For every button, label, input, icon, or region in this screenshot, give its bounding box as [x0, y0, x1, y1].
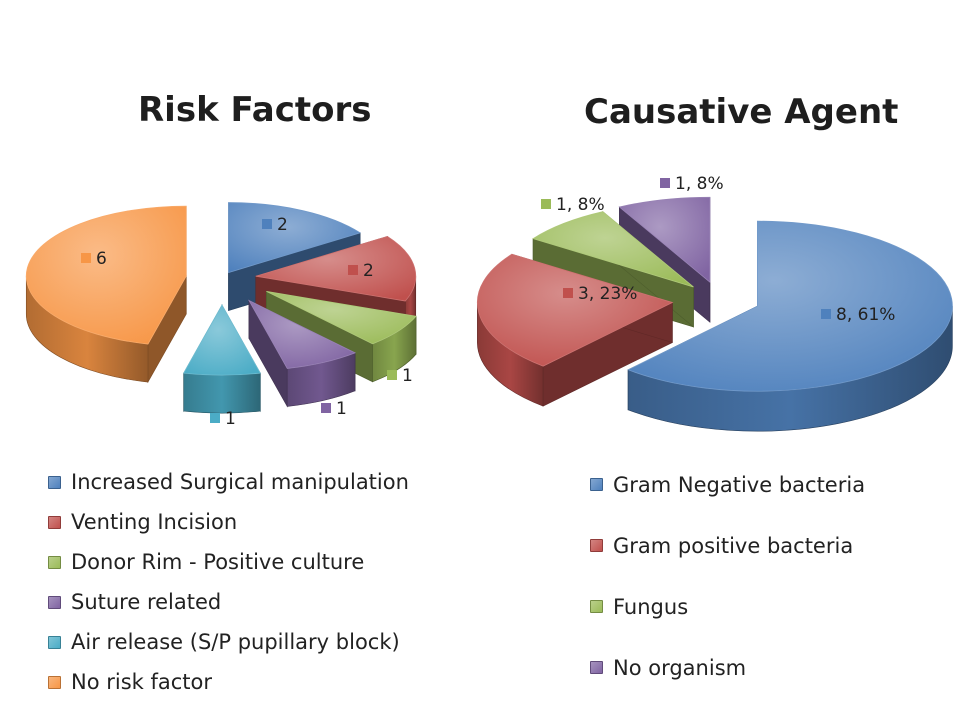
legend-label: No risk factor [71, 670, 213, 694]
causative-agent-pie: 8, 61% 3, 23% 1, 8% 1, 8% [477, 174, 953, 432]
data-label: 8, 61% [836, 305, 895, 325]
legend-label: Air release (S/P pupillary block) [71, 630, 400, 654]
pie-slice [247, 299, 357, 408]
legend-swatch [590, 478, 603, 491]
legend-item: Donor Rim - Positive culture [48, 542, 409, 582]
legend-swatch [48, 555, 61, 569]
data-label-marker [210, 413, 220, 423]
risk-factors-title: Risk Factors [138, 90, 372, 130]
legend-swatch [48, 595, 61, 609]
pie-slice [477, 253, 674, 407]
data-label: 1, 8% [675, 174, 724, 194]
legend-label: No organism [613, 655, 747, 680]
data-label: 3, 23% [578, 284, 637, 304]
legend-item: Suture related [48, 582, 409, 622]
data-label: 2 [277, 215, 288, 235]
legend-item: Fungus [590, 576, 865, 637]
causative-agent-title: Causative Agent [584, 92, 899, 132]
pie-slice [627, 220, 953, 432]
legend-label: Venting Incision [71, 510, 238, 534]
data-label: 1, 8% [556, 195, 605, 215]
data-label: 1 [225, 409, 236, 429]
legend-item: No risk factor [48, 662, 409, 702]
legend-label: Increased Surgical manipulation [71, 470, 409, 494]
data-label-marker [821, 309, 831, 319]
data-label-marker [563, 288, 573, 298]
legend-swatch [48, 475, 61, 489]
risk-factors-pie: 2 2 1 1 1 6 [25, 202, 417, 429]
legend-label: Suture related [71, 590, 222, 614]
legend-item: Increased Surgical manipulation [48, 462, 409, 502]
legend-label: Gram positive bacteria [613, 533, 854, 558]
legend-label: Fungus [613, 594, 689, 619]
legend-item: No organism [590, 637, 865, 698]
legend-swatch [590, 661, 603, 674]
data-label-marker [321, 403, 331, 413]
legend-swatch [590, 539, 603, 552]
pie-slice [183, 303, 261, 414]
legend-item: Gram Negative bacteria [590, 454, 865, 515]
data-label: 1 [402, 366, 413, 386]
data-label-marker [348, 265, 358, 275]
legend-swatch [48, 515, 61, 529]
legend-swatch [48, 675, 61, 689]
legend-label: Gram Negative bacteria [613, 472, 866, 497]
legend-item: Gram positive bacteria [590, 515, 865, 576]
data-label: 1 [336, 399, 347, 419]
data-label: 2 [363, 261, 374, 281]
data-label-marker [262, 219, 272, 229]
legend-swatch [48, 635, 61, 649]
data-label-marker [541, 199, 551, 209]
legend-label: Donor Rim - Positive culture [71, 550, 365, 574]
risk-factors-legend: Increased Surgical manipulation Venting … [48, 462, 409, 702]
legend-item: Venting Incision [48, 502, 409, 542]
data-label-marker [660, 178, 670, 188]
pie-slice [25, 205, 187, 384]
data-label: 6 [96, 249, 107, 269]
causative-agent-legend: Gram Negative bacteria Gram positive bac… [590, 454, 865, 698]
legend-item: Air release (S/P pupillary block) [48, 622, 409, 662]
data-label-marker [81, 253, 91, 263]
legend-swatch [590, 600, 603, 613]
data-label-marker [387, 370, 397, 380]
